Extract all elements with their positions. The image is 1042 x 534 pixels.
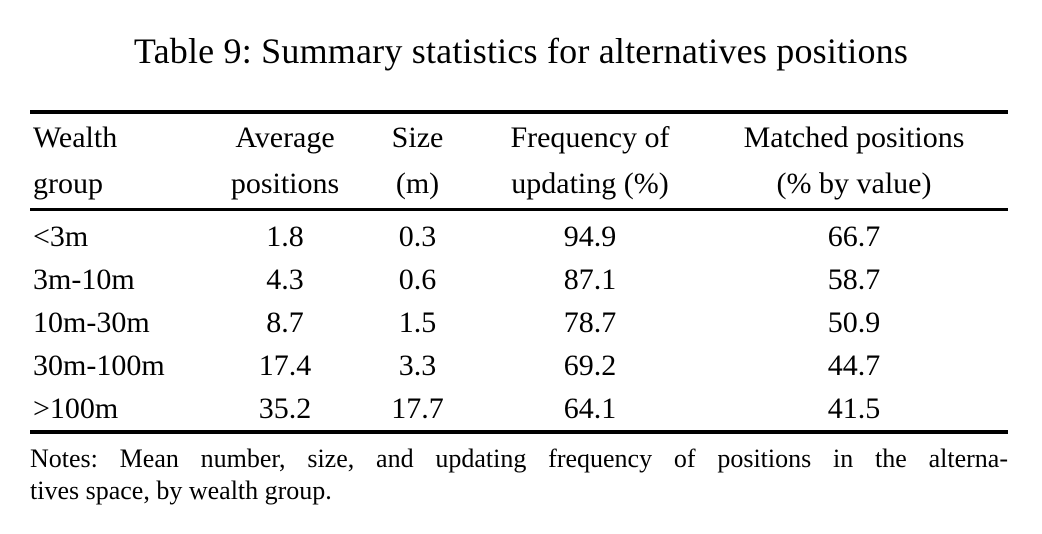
cell-size: 17.7 — [391, 392, 444, 425]
table-body: <3m 1.8 0.3 94.9 66.7 3m-10m 4.3 0.6 87.… — [30, 210, 1008, 433]
cell-matched-positions: 41.5 — [827, 392, 881, 425]
cell-frequency-updating: 69.2 — [563, 349, 617, 382]
cell-matched-positions: 58.7 — [827, 263, 881, 296]
header-line: group — [33, 167, 103, 200]
cell-wealth-group: 3m-10m — [33, 263, 135, 296]
cell-frequency-updating: 64.1 — [563, 392, 617, 425]
cell-wealth-group: <3m — [33, 220, 89, 253]
cell-wealth-group: 30m-100m — [33, 349, 165, 382]
header-line: updating (%) — [511, 167, 669, 200]
table-row: 10m-30m 8.7 1.5 78.7 50.9 — [30, 301, 1008, 344]
table-caption: Table 9: Summary statistics for alternat… — [133, 31, 909, 71]
header-line: positions — [230, 167, 340, 200]
cell-size: 1.5 — [398, 306, 437, 339]
cell-average-positions: 4.3 — [266, 263, 304, 296]
notes-line-2: tives space, by wealth group. — [30, 476, 332, 505]
cell-frequency-updating: 78.7 — [563, 306, 617, 339]
header-cell-matched-positions: Matched positions (% by value) — [700, 112, 1008, 211]
cell-frequency-updating: 94.9 — [563, 220, 617, 253]
cell-wealth-group: 10m-30m — [33, 306, 150, 339]
table-row: 3m-10m 4.3 0.6 87.1 58.7 — [30, 258, 1008, 301]
cell-average-positions: 35.2 — [258, 392, 312, 425]
cell-matched-positions: 44.7 — [827, 349, 881, 382]
header-cell-average-positions: Average positions — [215, 112, 355, 211]
header-line: Frequency of — [510, 121, 670, 154]
cell-average-positions: 1.8 — [266, 220, 304, 253]
notes-line-1: Notes: Mean number, size, and updating f… — [30, 444, 1008, 473]
header-line: Average — [235, 121, 335, 154]
cell-matched-positions: 66.7 — [827, 220, 881, 253]
header-line: Matched positions — [743, 121, 965, 154]
cell-average-positions: 8.7 — [266, 306, 304, 339]
cell-size: 3.3 — [398, 349, 437, 382]
cell-frequency-updating: 87.1 — [563, 263, 617, 296]
cell-wealth-group: >100m — [33, 392, 119, 425]
cell-size: 0.6 — [398, 263, 437, 296]
header-line: (% by value) — [776, 167, 932, 200]
header-cell-wealth-group: Wealth group — [30, 112, 215, 211]
header-cell-frequency-updating: Frequency of updating (%) — [480, 112, 700, 211]
summary-statistics-table: Wealth group Average positions Size (m) … — [30, 110, 1008, 434]
header-line: Wealth — [33, 121, 118, 154]
cell-matched-positions: 50.9 — [827, 306, 881, 339]
cell-average-positions: 17.4 — [258, 349, 312, 382]
header-row: Wealth group Average positions Size (m) … — [30, 112, 1008, 211]
header-line: (m) — [395, 167, 440, 200]
header-line: Size — [391, 121, 444, 154]
header-cell-size: Size (m) — [355, 112, 480, 211]
table-notes: Notes: Mean number, size, and updating f… — [30, 443, 1008, 507]
table-header: Wealth group Average positions Size (m) … — [30, 112, 1008, 211]
cell-size: 0.3 — [398, 220, 437, 253]
table-row: 30m-100m 17.4 3.3 69.2 44.7 — [30, 344, 1008, 387]
table-row: >100m 35.2 17.7 64.1 41.5 — [30, 387, 1008, 432]
table-row: <3m 1.8 0.3 94.9 66.7 — [30, 210, 1008, 259]
